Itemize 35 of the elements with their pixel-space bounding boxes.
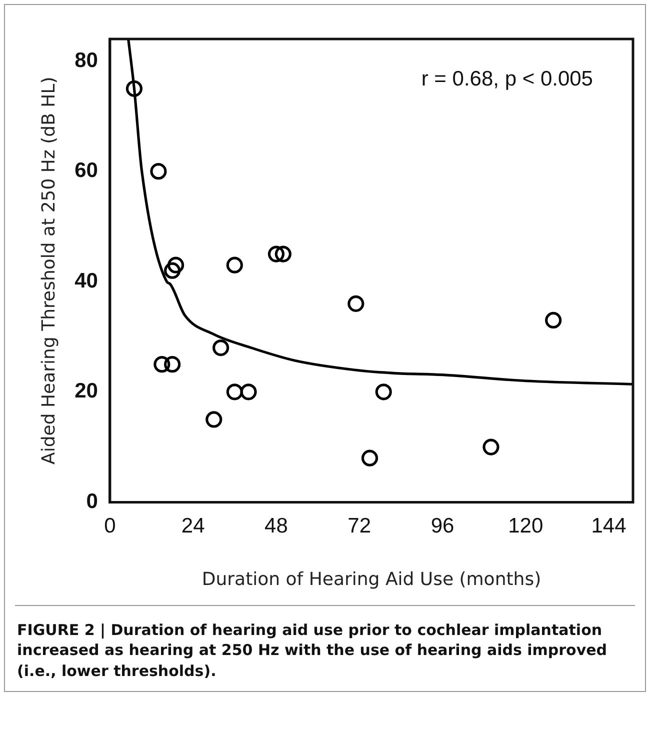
annotation: r = 0.68, p < 0.005	[421, 67, 593, 90]
point	[274, 246, 292, 262]
point	[545, 312, 562, 329]
point	[375, 384, 392, 400]
point	[240, 384, 257, 400]
y-tick-label: 40	[74, 269, 98, 292]
point	[361, 450, 378, 466]
line-series	[127, 38, 634, 386]
y-tick-label: 80	[74, 48, 98, 72]
point	[167, 256, 184, 274]
x-tick-label: 0	[104, 514, 116, 538]
point	[268, 246, 285, 262]
point	[212, 340, 230, 356]
point	[154, 356, 170, 373]
point	[226, 384, 243, 400]
x-tick-label: 144	[591, 514, 627, 538]
caption: FIGURE 2 | Duration of hearing aid use prior to cochlear implantation increased as hearing at 250 Hz with the use of hearing aids improved (i.e., lower thresholds).	[15, 605, 635, 691]
y-tick-label: 60	[74, 159, 98, 182]
x-axis-title: Duration of Hearing Aid Use (months)	[202, 568, 542, 590]
x-tick-label: 48	[264, 514, 288, 538]
point	[164, 262, 181, 279]
x-tick-label: 120	[508, 514, 544, 538]
x-tick-label: 24	[181, 514, 206, 538]
point	[126, 80, 143, 97]
point	[150, 163, 167, 180]
point	[226, 256, 243, 274]
x-tick-label: 72	[348, 514, 372, 538]
x-tick-label: 96	[430, 514, 454, 538]
y-axis-title: Aided Hearing Threshold at 250 Hz (dB HL)	[38, 76, 60, 464]
point	[164, 356, 181, 373]
point	[482, 438, 500, 456]
y-tick-label: 20	[74, 380, 98, 403]
point	[348, 295, 364, 312]
point	[206, 411, 222, 428]
y-tick-label: 0	[86, 490, 98, 513]
